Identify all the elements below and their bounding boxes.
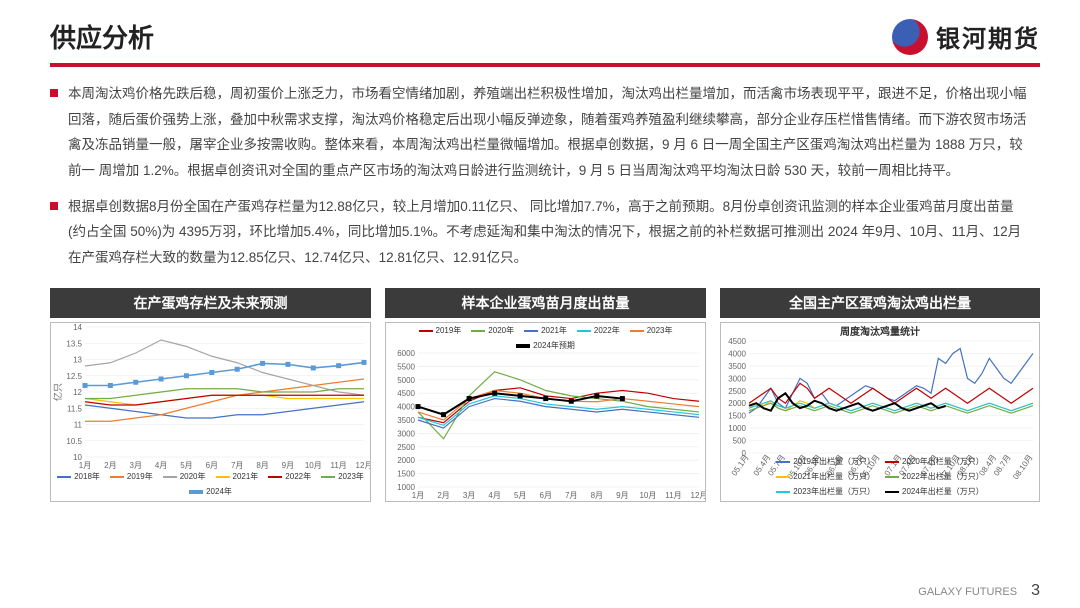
page-title: 供应分析 (50, 18, 154, 55)
svg-text:2月: 2月 (437, 491, 449, 500)
svg-text:10月: 10月 (639, 491, 656, 500)
chart-panel-1: 在产蛋鸡存栏及未来预测 1010.51111.51212.51313.5141月… (50, 288, 371, 502)
svg-text:2500: 2500 (397, 443, 415, 452)
svg-text:4500: 4500 (728, 337, 746, 346)
svg-text:12月: 12月 (691, 491, 705, 500)
svg-text:500: 500 (733, 437, 747, 446)
svg-text:12: 12 (73, 388, 82, 397)
svg-text:10.5: 10.5 (66, 437, 82, 446)
svg-text:13.5: 13.5 (66, 340, 82, 349)
svg-text:4月: 4月 (488, 491, 500, 500)
svg-text:8月: 8月 (591, 491, 603, 500)
svg-text:3000: 3000 (397, 430, 415, 439)
footer-brand: GALAXY FUTURES (918, 586, 1017, 598)
bullet-text: 本周淘汰鸡价格先跌后稳，周初蛋价上涨乏力，市场看空情绪加剧，养殖端出栏积极性增加… (68, 81, 1030, 184)
svg-text:7月: 7月 (565, 491, 577, 500)
bullet-item: 根据卓创数据8月份全国在产蛋鸡存栏量为12.88亿只，较上月增加0.11亿只、 … (50, 194, 1030, 271)
chart-legend: 2019年2020年2021年2022年2023年2024年预期 (386, 323, 705, 353)
logo-text: 银河期货 (936, 19, 1040, 54)
chart-panel-3: 全国主产区蛋鸡淘汰鸡出栏量 05001000150020002500300035… (720, 288, 1040, 502)
svg-text:1000: 1000 (728, 425, 746, 434)
svg-text:3月: 3月 (463, 491, 475, 500)
bullet-text: 根据卓创数据8月份全国在产蛋鸡存栏量为12.88亿只，较上月增加0.11亿只、 … (68, 194, 1030, 271)
svg-text:4000: 4000 (728, 350, 746, 359)
body-text: 本周淘汰鸡价格先跌后稳，周初蛋价上涨乏力，市场看空情绪加剧，养殖端出栏积极性增加… (0, 81, 1080, 270)
bullet-item: 本周淘汰鸡价格先跌后稳，周初蛋价上涨乏力，市场看空情绪加剧，养殖端出栏积极性增加… (50, 81, 1030, 184)
svg-text:14: 14 (73, 323, 82, 332)
svg-text:亿只: 亿只 (52, 383, 63, 401)
svg-text:11月: 11月 (665, 491, 681, 500)
chart-legend: 2019年出栏量（万只）2020年出栏量（万只）2021年出栏量（万只）2022… (721, 454, 1039, 499)
svg-text:6月: 6月 (540, 491, 552, 500)
svg-text:9月: 9月 (616, 491, 628, 500)
page-number: 3 (1031, 582, 1040, 600)
svg-text:5月: 5月 (514, 491, 526, 500)
brand-logo: 银河期货 (892, 19, 1040, 55)
svg-text:1月: 1月 (412, 491, 424, 500)
footer: GALAXY FUTURES 3 (918, 582, 1040, 600)
chart-title: 全国主产区蛋鸡淘汰鸡出栏量 (720, 288, 1040, 318)
svg-text:2000: 2000 (728, 400, 746, 409)
svg-text:2500: 2500 (728, 387, 746, 396)
svg-text:5500: 5500 (397, 363, 415, 372)
svg-text:3000: 3000 (728, 375, 746, 384)
svg-text:1500: 1500 (728, 412, 746, 421)
svg-text:3500: 3500 (728, 362, 746, 371)
logo-mark-icon (892, 19, 928, 55)
svg-text:3500: 3500 (397, 416, 415, 425)
svg-text:12.5: 12.5 (66, 372, 82, 381)
chart-panel-2: 样本企业蛋鸡苗月度出苗量 100015002000250030003500400… (385, 288, 706, 502)
chart-title: 在产蛋鸡存栏及未来预测 (50, 288, 371, 318)
svg-text:11: 11 (74, 421, 83, 430)
svg-text:4500: 4500 (397, 390, 415, 399)
svg-text:11.5: 11.5 (67, 405, 83, 414)
title-underline (50, 63, 1040, 67)
svg-text:4000: 4000 (397, 403, 415, 412)
svg-text:1500: 1500 (397, 470, 415, 479)
svg-text:2000: 2000 (397, 457, 415, 466)
svg-text:5000: 5000 (397, 376, 415, 385)
chart-title: 样本企业蛋鸡苗月度出苗量 (385, 288, 706, 318)
chart-legend: 2018年2019年2020年2021年2022年2023年2024年 (51, 469, 370, 499)
bullet-square-icon (50, 202, 58, 210)
bullet-square-icon (50, 89, 58, 97)
svg-text:13: 13 (73, 356, 82, 365)
svg-text:周度淘汰鸡量统计: 周度淘汰鸡量统计 (840, 325, 920, 338)
